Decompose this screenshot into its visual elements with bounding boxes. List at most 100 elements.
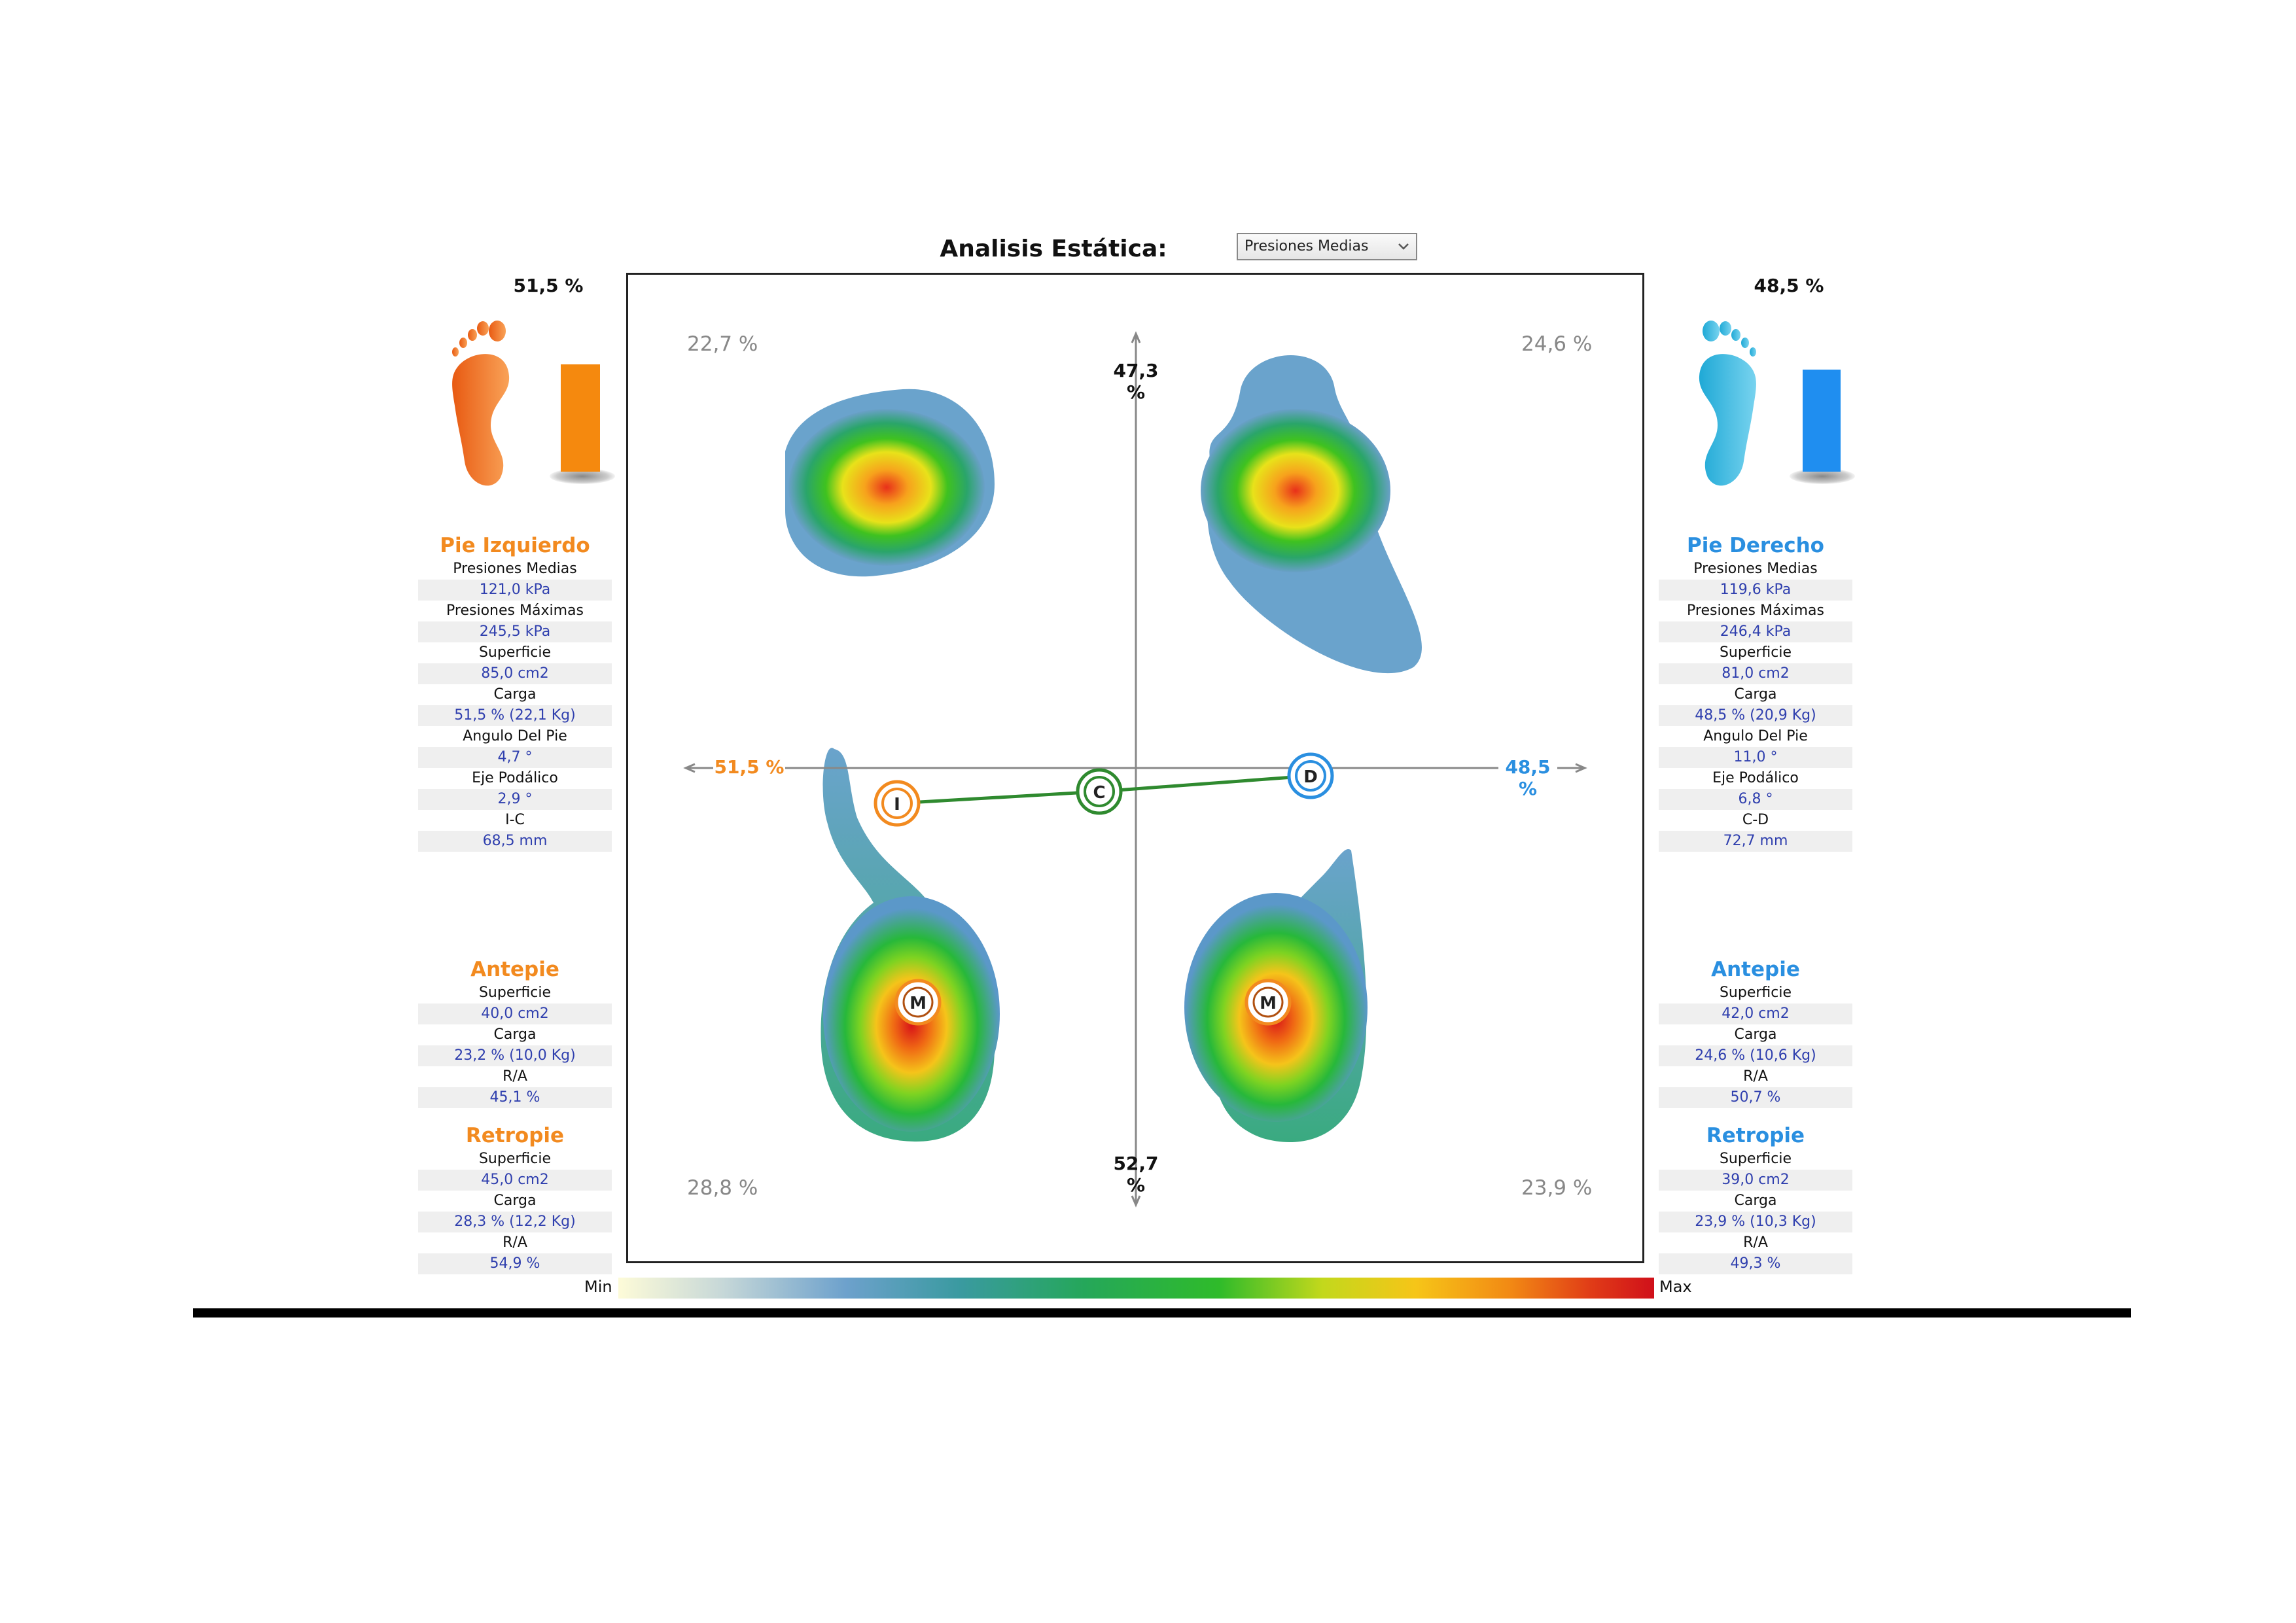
stat-value: 28,3 % (12,2 Kg) xyxy=(418,1212,612,1232)
stat-label: Presiones Máximas xyxy=(446,602,584,619)
arrow-up-icon xyxy=(1131,331,1141,343)
stat-value: 72,7 mm xyxy=(1659,831,1852,852)
stat-value: 11,0 ° xyxy=(1659,747,1852,768)
left-forefoot-pressure-blob xyxy=(785,389,995,577)
stat-value: 23,9 % (10,3 Kg) xyxy=(1659,1212,1852,1232)
stat-label: Superficie xyxy=(478,1151,552,1167)
right-load-bar xyxy=(1803,370,1841,472)
left-antepie-title: Antepie xyxy=(470,958,559,981)
stat-value: 85,0 cm2 xyxy=(418,663,612,684)
stat-label: R/A xyxy=(503,1234,527,1251)
stat-value: 246,4 kPa xyxy=(1659,621,1852,642)
stat-label: Carga xyxy=(1734,1193,1777,1209)
right-axis-load-percent: 48,5 % xyxy=(1505,756,1551,799)
stat-label: Presiones Máximas xyxy=(1687,602,1824,619)
chevron-down-icon xyxy=(1398,243,1409,250)
stat-value: 48,5 % (20,9 Kg) xyxy=(1659,705,1852,726)
right-foot-title: Pie Derecho xyxy=(1687,534,1824,557)
analysis-title: Analisis Estática: xyxy=(940,236,1167,262)
stat-label: Presiones Medias xyxy=(1693,561,1818,577)
arrow-down-icon xyxy=(1131,1195,1141,1208)
stat-label: R/A xyxy=(503,1068,527,1085)
right-retropie-panel: Retropie Superficie 39,0 cm2 Carga 23,9 … xyxy=(1659,1123,1852,1274)
colorbar-min-label: Min xyxy=(584,1278,612,1296)
stat-value: 2,9 ° xyxy=(418,789,612,810)
stat-label: I-C xyxy=(505,812,525,828)
stat-label: Carga xyxy=(493,1026,537,1043)
stat-label: Superficie xyxy=(1719,644,1792,661)
pressure-mode-dropdown[interactable]: Presiones Medias xyxy=(1237,233,1417,260)
stat-value: 121,0 kPa xyxy=(418,580,612,601)
left-load-bar xyxy=(561,364,600,472)
stat-value: 54,9 % xyxy=(418,1253,612,1274)
stat-label: Angulo Del Pie xyxy=(463,728,567,744)
stat-value: 119,6 kPa xyxy=(1659,580,1852,601)
stat-label: Eje Podálico xyxy=(472,770,558,786)
left-center-marker: I xyxy=(874,780,921,827)
dropdown-selected-value: Presiones Medias xyxy=(1245,238,1369,254)
right-retropie-title: Retropie xyxy=(1706,1124,1805,1147)
stat-label: Eje Podálico xyxy=(1712,770,1799,786)
left-max-pressure-marker: M xyxy=(894,979,942,1026)
pressure-map: I C D M M 22,7 % 24,6 % 28,8 % 23,9 % 47… xyxy=(626,273,1644,1263)
stat-label: Superficie xyxy=(1719,985,1792,1001)
stat-label: Carga xyxy=(1734,686,1777,703)
arrow-left-icon xyxy=(683,763,696,773)
stat-label: Carga xyxy=(493,1193,537,1209)
stat-label: C-D xyxy=(1742,812,1769,828)
stat-value: 68,5 mm xyxy=(418,831,612,852)
stat-value: 50,7 % xyxy=(1659,1087,1852,1108)
marker-label: M xyxy=(1260,994,1277,1013)
stat-label: R/A xyxy=(1743,1234,1768,1251)
balance-line-right xyxy=(1099,774,1311,794)
right-antepie-title: Antepie xyxy=(1711,958,1800,981)
right-forefoot-pressure-blob xyxy=(1201,355,1422,674)
bottom-toolbar-strip xyxy=(193,1308,2131,1318)
stat-label: R/A xyxy=(1743,1068,1768,1085)
left-retropie-title: Retropie xyxy=(465,1124,565,1147)
marker-label: I xyxy=(894,795,900,814)
stat-label: Angulo Del Pie xyxy=(1703,728,1808,744)
left-foot-icon xyxy=(452,321,510,486)
stat-label: Carga xyxy=(1734,1026,1777,1043)
stat-value: 39,0 cm2 xyxy=(1659,1170,1852,1191)
stat-value: 51,5 % (22,1 Kg) xyxy=(418,705,612,726)
quadrant-bottom-left-percent: 28,8 % xyxy=(687,1176,758,1200)
right-max-pressure-marker: M xyxy=(1245,979,1292,1026)
quadrant-top-right-percent: 24,6 % xyxy=(1521,332,1593,356)
stat-value: 23,2 % (10,0 Kg) xyxy=(418,1045,612,1066)
left-axis-load-percent: 51,5 % xyxy=(714,756,785,778)
stat-label: Carga xyxy=(493,686,537,703)
stat-label: Presiones Medias xyxy=(453,561,577,577)
stat-value: 245,5 kPa xyxy=(418,621,612,642)
pressure-colorbar xyxy=(618,1278,1654,1299)
body-center-marker: C xyxy=(1076,768,1123,815)
quadrant-bottom-right-percent: 23,9 % xyxy=(1521,1176,1593,1200)
left-foot-load-percent: 51,5 % xyxy=(513,275,584,296)
right-foot-load-percent: 48,5 % xyxy=(1754,275,1824,296)
stat-value: 42,0 cm2 xyxy=(1659,1003,1852,1024)
stat-value: 40,0 cm2 xyxy=(418,1003,612,1024)
stat-value: 49,3 % xyxy=(1659,1253,1852,1274)
stat-value: 45,1 % xyxy=(418,1087,612,1108)
marker-label: D xyxy=(1303,767,1318,787)
colorbar-max-label: Max xyxy=(1659,1278,1692,1296)
stat-label: Superficie xyxy=(478,985,552,1001)
quadrant-top-left-percent: 22,7 % xyxy=(687,332,758,356)
left-foot-title: Pie Izquierdo xyxy=(440,534,590,557)
left-foot-panel: Pie Izquierdo Presiones Medias 121,0 kPa… xyxy=(418,532,612,852)
front-load-percent: 47,3 % xyxy=(1113,360,1159,403)
stat-value: 45,0 cm2 xyxy=(418,1170,612,1191)
stat-value: 6,8 ° xyxy=(1659,789,1852,810)
marker-label: C xyxy=(1093,783,1105,803)
right-center-marker: D xyxy=(1287,752,1334,799)
left-antepie-panel: Antepie Superficie 40,0 cm2 Carga 23,2 %… xyxy=(418,956,612,1108)
rear-load-percent: 52,7 % xyxy=(1113,1153,1159,1196)
arrow-right-icon xyxy=(1575,763,1587,773)
right-antepie-panel: Antepie Superficie 42,0 cm2 Carga 24,6 %… xyxy=(1659,956,1852,1108)
stat-value: 4,7 ° xyxy=(418,747,612,768)
stat-value: 81,0 cm2 xyxy=(1659,663,1852,684)
right-foot-panel: Pie Derecho Presiones Medias 119,6 kPa P… xyxy=(1659,532,1852,852)
balance-line-left xyxy=(896,790,1100,805)
marker-label: M xyxy=(910,994,927,1013)
